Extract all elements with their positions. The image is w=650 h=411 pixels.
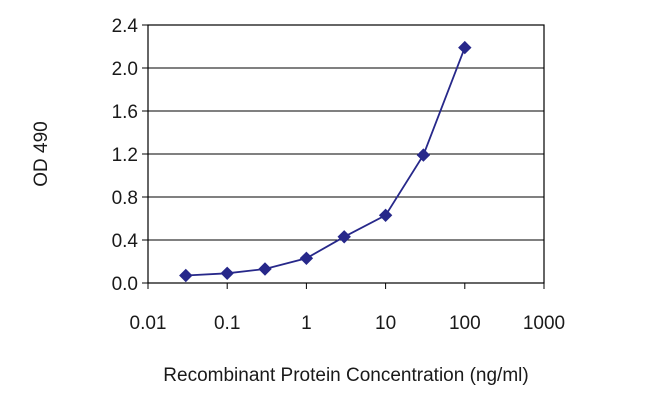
- y-tick-label: 0.8: [112, 188, 138, 209]
- y-axis-title: OD 490: [31, 121, 52, 186]
- x-tick-label: 1000: [523, 313, 565, 334]
- y-tick-label: 1.2: [112, 145, 138, 166]
- series-line: [185, 47, 466, 277]
- x-axis-title: Recombinant Protein Concentration (ng/ml…: [163, 365, 528, 386]
- gridlines: [148, 67, 544, 241]
- x-tick-label: 1: [301, 313, 312, 334]
- x-tick-label: 10: [375, 313, 396, 334]
- x-tick-label: 0.1: [214, 313, 240, 334]
- y-tick-label: 1.6: [112, 102, 138, 123]
- data-point-marker: [179, 268, 193, 283]
- data-point-marker: [258, 262, 272, 276]
- y-tick-label: 2.0: [112, 59, 138, 80]
- x-tick-label: 100: [449, 313, 481, 334]
- data-point-marker: [299, 251, 314, 266]
- x-axis-ticks: 0.01 0.1 1 10 100 1000: [130, 283, 565, 334]
- data-point-marker: [220, 266, 234, 281]
- data-point-marker: [337, 230, 351, 244]
- y-tick-label: 0.0: [112, 274, 138, 295]
- y-tick-label: 2.4: [112, 16, 139, 37]
- data-point-marker: [458, 40, 472, 55]
- y-axis-ticks: 0.0 0.4 0.8 1.2 1.6 2.0 2.4: [112, 16, 148, 295]
- data-point-marker: [416, 148, 431, 162]
- series-layer: [179, 40, 472, 283]
- x-tick-label: 0.01: [130, 313, 167, 334]
- data-point-marker: [378, 208, 393, 223]
- y-tick-label: 0.4: [112, 231, 139, 252]
